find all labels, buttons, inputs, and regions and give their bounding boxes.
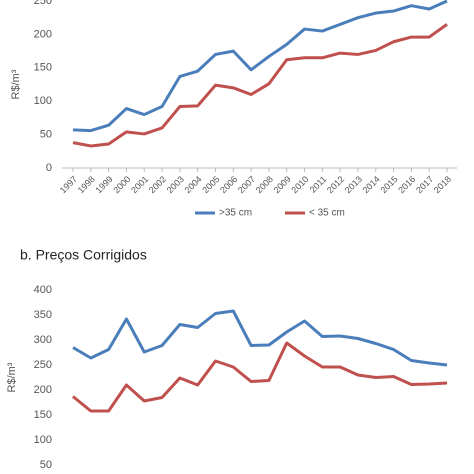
x-tick-label: 2007 (236, 174, 257, 195)
x-tick-label: 2011 (308, 174, 329, 195)
x-tick-label: 2017 (414, 174, 435, 195)
x-tick-label: 2014 (361, 174, 382, 195)
series-line (72, 23, 448, 148)
y-tick-label: 300 (34, 334, 52, 346)
x-tick-label: 1997 (58, 174, 79, 195)
x-tick-label: 2009 (272, 174, 293, 195)
x-tick-label: 2004 (183, 174, 204, 195)
x-tick-label: 2012 (325, 174, 346, 195)
y-tick-label: 100 (34, 434, 52, 446)
series-line (72, 309, 448, 367)
x-tick-label: 2005 (200, 174, 221, 195)
x-tick-label: 1998 (76, 174, 97, 195)
x-tick-label: 2015 (378, 174, 399, 195)
legend-label: >35 cm (219, 208, 252, 219)
x-tick-label: 2006 (218, 174, 239, 195)
y-tick-label: 0 (46, 162, 52, 174)
x-tick-label: 2001 (129, 174, 150, 195)
y-tick-label: 200 (34, 28, 52, 40)
x-tick-label: 2000 (111, 174, 132, 195)
chart-title: b. Preços Corrigidos (20, 247, 147, 263)
y-tick-label: 150 (34, 62, 52, 74)
y-tick-label: 50 (40, 459, 52, 471)
x-tick-label: 2008 (254, 174, 275, 195)
y-tick-label: 350 (34, 309, 52, 321)
legend-label: < 35 cm (309, 208, 345, 219)
y-tick-label: 150 (34, 409, 52, 421)
x-tick-label: 2018 (432, 174, 453, 195)
y-tick-label: 400 (34, 284, 52, 296)
series-line (72, 0, 448, 133)
y-axis-label: R$/m³ (6, 362, 18, 392)
x-tick-label: 2002 (147, 174, 168, 195)
x-tick-label: 2010 (289, 174, 310, 195)
y-tick-label: 200 (34, 384, 52, 396)
y-axis-label: R$/m³ (10, 69, 22, 99)
series-line (72, 341, 448, 413)
x-tick-label: 2013 (343, 174, 364, 195)
y-tick-label: 100 (34, 95, 52, 107)
y-tick-label: 250 (34, 359, 52, 371)
y-tick-label: 250 (34, 0, 52, 7)
x-tick-label: 2003 (165, 174, 186, 195)
x-tick-label: 2016 (396, 174, 417, 195)
y-tick-label: 50 (40, 129, 52, 141)
x-tick-label: 1999 (93, 174, 114, 195)
